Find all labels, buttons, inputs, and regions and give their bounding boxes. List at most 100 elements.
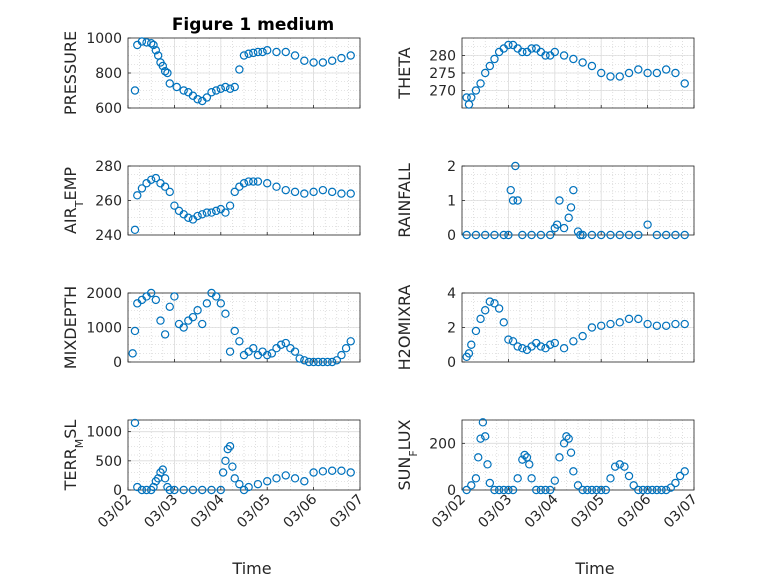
- data-point: [225, 442, 235, 451]
- data-point: [198, 210, 207, 219]
- data-point: [128, 349, 137, 358]
- data-point: [300, 356, 309, 365]
- data-point: [671, 319, 680, 329]
- data-point: [587, 485, 597, 495]
- x-tick-label: 03/04: [188, 491, 228, 531]
- data-point: [643, 319, 652, 329]
- data-point: [559, 51, 569, 60]
- data-point: [629, 481, 638, 490]
- data-point: [146, 175, 156, 184]
- y-tick-label: 4: [447, 286, 456, 302]
- y-tick-label: 0: [113, 355, 122, 371]
- y-tick-label: 0: [447, 228, 456, 244]
- data-point: [481, 306, 490, 315]
- data-point: [253, 177, 263, 186]
- data-point: [133, 191, 142, 200]
- data-point: [680, 230, 689, 240]
- y-tick-label: 2000: [86, 286, 122, 302]
- data-point: [527, 44, 536, 53]
- data-point: [520, 450, 529, 460]
- data-point: [300, 477, 309, 486]
- data-point: [671, 68, 680, 78]
- data-point: [624, 471, 634, 481]
- data-point: [184, 213, 193, 222]
- data-point: [249, 48, 258, 58]
- data-point: [566, 448, 576, 457]
- data-point: [652, 230, 662, 240]
- data-point: [652, 321, 662, 330]
- data-point: [464, 349, 474, 358]
- data-point: [532, 485, 541, 495]
- data-point: [536, 342, 546, 351]
- axes-background: [128, 420, 360, 490]
- data-point: [499, 230, 508, 240]
- data-point: [483, 460, 492, 469]
- data-point: [137, 485, 147, 495]
- data-point: [198, 485, 207, 495]
- data-point: [569, 185, 578, 195]
- x-tick-label: 03/04: [522, 491, 562, 531]
- data-point: [606, 230, 615, 240]
- data-point: [661, 321, 671, 330]
- data-point: [137, 184, 147, 193]
- data-point: [272, 47, 281, 57]
- data-point: [504, 230, 513, 240]
- data-point: [490, 54, 499, 64]
- data-point: [471, 326, 481, 336]
- data-point: [309, 187, 318, 197]
- y-tick-label: 240: [95, 228, 122, 244]
- data-point: [142, 38, 151, 47]
- data-point: [346, 189, 355, 198]
- data-point: [202, 93, 212, 102]
- data-point: [225, 201, 235, 210]
- data-point: [160, 182, 170, 191]
- data-point: [249, 344, 258, 353]
- data-point: [508, 337, 518, 346]
- data-point: [281, 338, 290, 348]
- y-tick-label: 260: [95, 194, 122, 210]
- data-point: [504, 40, 513, 50]
- data-point: [643, 68, 652, 78]
- data-point: [290, 474, 300, 483]
- axes-box: [127, 419, 361, 491]
- data-point: [624, 230, 634, 240]
- y-axis-label: SUNFLUX: [395, 419, 420, 490]
- data-point: [235, 65, 244, 74]
- y-tick-label: 2: [447, 321, 456, 337]
- data-point: [671, 478, 680, 488]
- data-point: [207, 88, 216, 97]
- data-point: [661, 485, 671, 495]
- data-point: [680, 319, 689, 329]
- data-point: [536, 230, 546, 240]
- data-point: [545, 485, 555, 495]
- data-point: [481, 432, 490, 441]
- data-point: [165, 79, 174, 88]
- data-point: [163, 68, 172, 78]
- data-point: [263, 350, 272, 360]
- data-point: [471, 230, 481, 240]
- data-point: [485, 478, 495, 488]
- data-point: [158, 465, 167, 474]
- data-point: [680, 79, 689, 88]
- data-point: [160, 474, 170, 483]
- data-point: [615, 72, 624, 81]
- data-point: [332, 356, 341, 365]
- data-point: [666, 483, 676, 492]
- x-tick-label: 03/07: [327, 492, 367, 532]
- y-tick-label: 0: [113, 483, 122, 499]
- x-tick-label: 03/03: [475, 492, 515, 532]
- data-point: [309, 58, 318, 67]
- data-point: [327, 357, 337, 367]
- data-point: [643, 485, 652, 495]
- axes-background: [462, 420, 694, 490]
- data-point: [476, 314, 485, 324]
- subplot-air-temp: 240 260 280 AIRTEMP: [61, 159, 361, 244]
- data-point: [513, 474, 522, 483]
- data-point: [149, 40, 158, 50]
- y-tick-label: 1000: [86, 425, 122, 441]
- data-point: [545, 340, 555, 349]
- data-point: [620, 462, 629, 471]
- data-point: [652, 485, 662, 495]
